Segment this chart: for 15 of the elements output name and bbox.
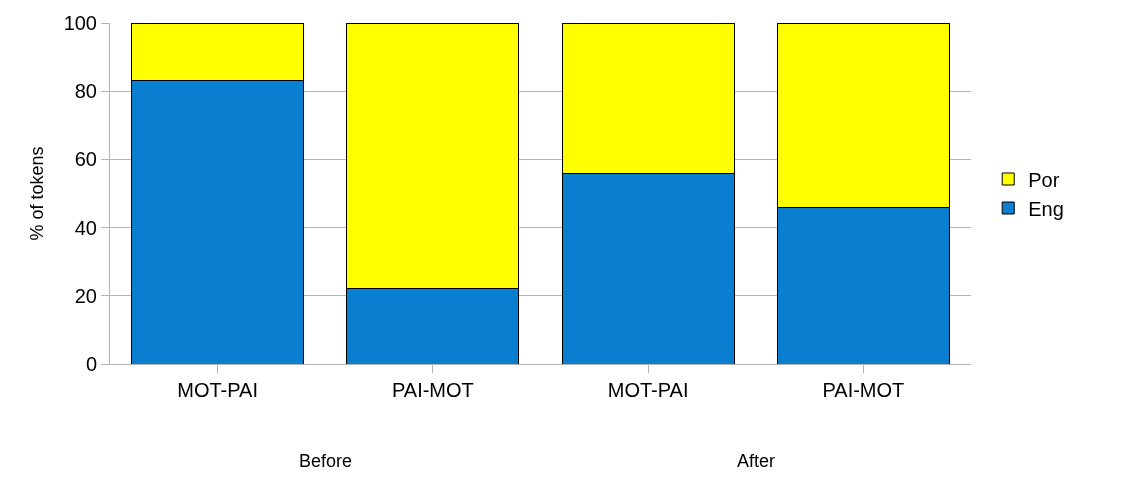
legend-label: Eng <box>1028 197 1064 220</box>
legend-label: Por <box>1028 168 1060 191</box>
y-tick-label: 60 <box>74 148 97 171</box>
x-tick-label: MOT-PAI <box>607 379 689 401</box>
y-tick-label: 0 <box>85 353 97 375</box>
y-axis-title: % of tokens <box>26 146 47 241</box>
x-tick-label: MOT-PAI <box>177 379 259 401</box>
y-tick-label: 80 <box>74 80 97 103</box>
x-tick-label: PAI-MOT <box>391 379 474 401</box>
y-tick-label: 100 <box>63 12 97 34</box>
y-tick-label: 40 <box>74 216 97 239</box>
x-tick-label: PAI-MOT <box>822 379 905 401</box>
text: After <box>737 451 776 471</box>
y-tick-label: 20 <box>74 284 97 307</box>
text: Before <box>299 451 353 471</box>
